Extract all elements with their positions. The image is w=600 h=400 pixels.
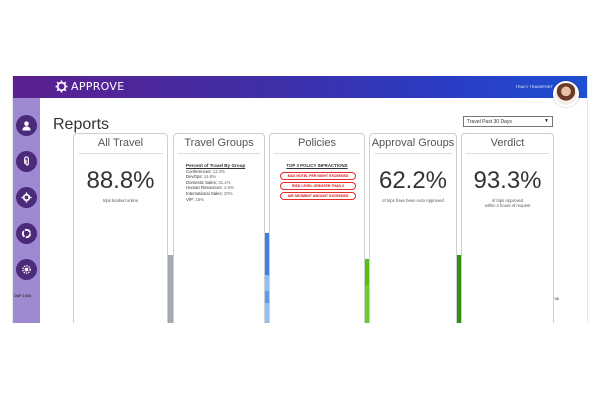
person-icon: [22, 121, 31, 131]
groups-list-head: Percent of Travel By Group: [186, 163, 246, 168]
metric-caption-line: of trips Approved: [491, 198, 524, 203]
page-title: Reports: [53, 116, 110, 133]
date-range-select[interactable]: Travel Past 30 Days ▼: [463, 116, 553, 127]
list-item: DevOps: 14.8%: [186, 174, 217, 180]
panel-title: Travel Groups: [184, 137, 254, 149]
brand-name: APPROVE: [71, 80, 125, 93]
sidebar-item-reports[interactable]: [16, 223, 37, 244]
panel-title: All Travel: [97, 137, 144, 149]
avatar[interactable]: [553, 81, 579, 107]
list-item: Domestic Sales: 31.1%: [186, 179, 231, 185]
divider: [274, 153, 360, 154]
infraction-pill[interactable]: MAX HOTEL PER NIGHT EXCEEDED: [280, 172, 356, 180]
panel-policies: Policies TOP 3 POLICY INFRACTIONS MAX HO…: [269, 133, 365, 323]
sidebar: [13, 98, 40, 323]
metric-caption: trips booked online: [102, 198, 139, 203]
gear-logo-icon: [55, 80, 68, 93]
panel-title: Policies: [298, 137, 336, 149]
app-window: APPROVE TRACY TRANSPORT Reports Travel P…: [12, 76, 588, 323]
sidebar-item-attachments[interactable]: [16, 151, 37, 172]
metric-caption: of trips have been Auto Approved: [382, 198, 444, 203]
sidebar-item-profile[interactable]: [16, 115, 37, 136]
panel-approval-groups: Approval Groups 62.2% of trips have been…: [369, 133, 457, 323]
brand[interactable]: APPROVE: [55, 80, 124, 93]
date-range-value: Travel Past 30 Days: [467, 119, 512, 125]
metric-value: 62.2%: [378, 167, 448, 194]
list-item: VIP: 16%: [186, 196, 204, 202]
settings-icon: [22, 265, 31, 274]
chevron-down-icon: ▼: [544, 118, 549, 124]
sidebar-item-workflow[interactable]: [16, 187, 37, 208]
panel-all-travel: All Travel 88.8% trips booked online: [73, 133, 168, 323]
divider: [466, 153, 549, 154]
panel-travel-groups: Travel Groups Percent of Travel By Group…: [173, 133, 265, 323]
metric-value: 93.3%: [473, 167, 542, 194]
panel-title: Verdict: [490, 137, 525, 149]
metric-value: 88.8%: [86, 167, 155, 194]
sankey-left-label: O&P 2,003: [14, 294, 32, 298]
chart-ring-icon: [21, 228, 32, 239]
groups-list: Percent of Travel By Group Conferences: …: [186, 163, 245, 202]
infractions-head: TOP 3 POLICY INFRACTIONS: [286, 163, 348, 168]
divider: [178, 153, 260, 154]
sidebar-item-settings[interactable]: [16, 259, 37, 280]
paperclip-icon: [24, 156, 29, 166]
infraction-pill[interactable]: AIR SEGMENT AMOUNT EXCEEDED: [280, 192, 356, 200]
list-item: Conferences: 13.3%: [186, 168, 225, 174]
metric-caption-line: within 2 hours of request: [484, 203, 531, 209]
divider: [374, 153, 452, 154]
top-bar: APPROVE TRACY TRANSPORT: [13, 76, 587, 98]
gear-icon: [21, 192, 32, 203]
panel-title: Approval Groups: [371, 137, 455, 149]
panel-verdict: Verdict 93.3% of trips Approved within 2…: [461, 133, 554, 323]
list-item: Human Resources: 4.6%: [186, 185, 234, 191]
metric-caption: of trips Approved within 2 hours of requ…: [462, 198, 553, 208]
divider: [78, 153, 163, 154]
list-item: International Sales: 20%: [186, 190, 233, 196]
user-name[interactable]: TRACY TRANSPORT: [515, 85, 553, 89]
infraction-pill[interactable]: RISK LEVEL GREATER THAN 3: [280, 182, 356, 190]
